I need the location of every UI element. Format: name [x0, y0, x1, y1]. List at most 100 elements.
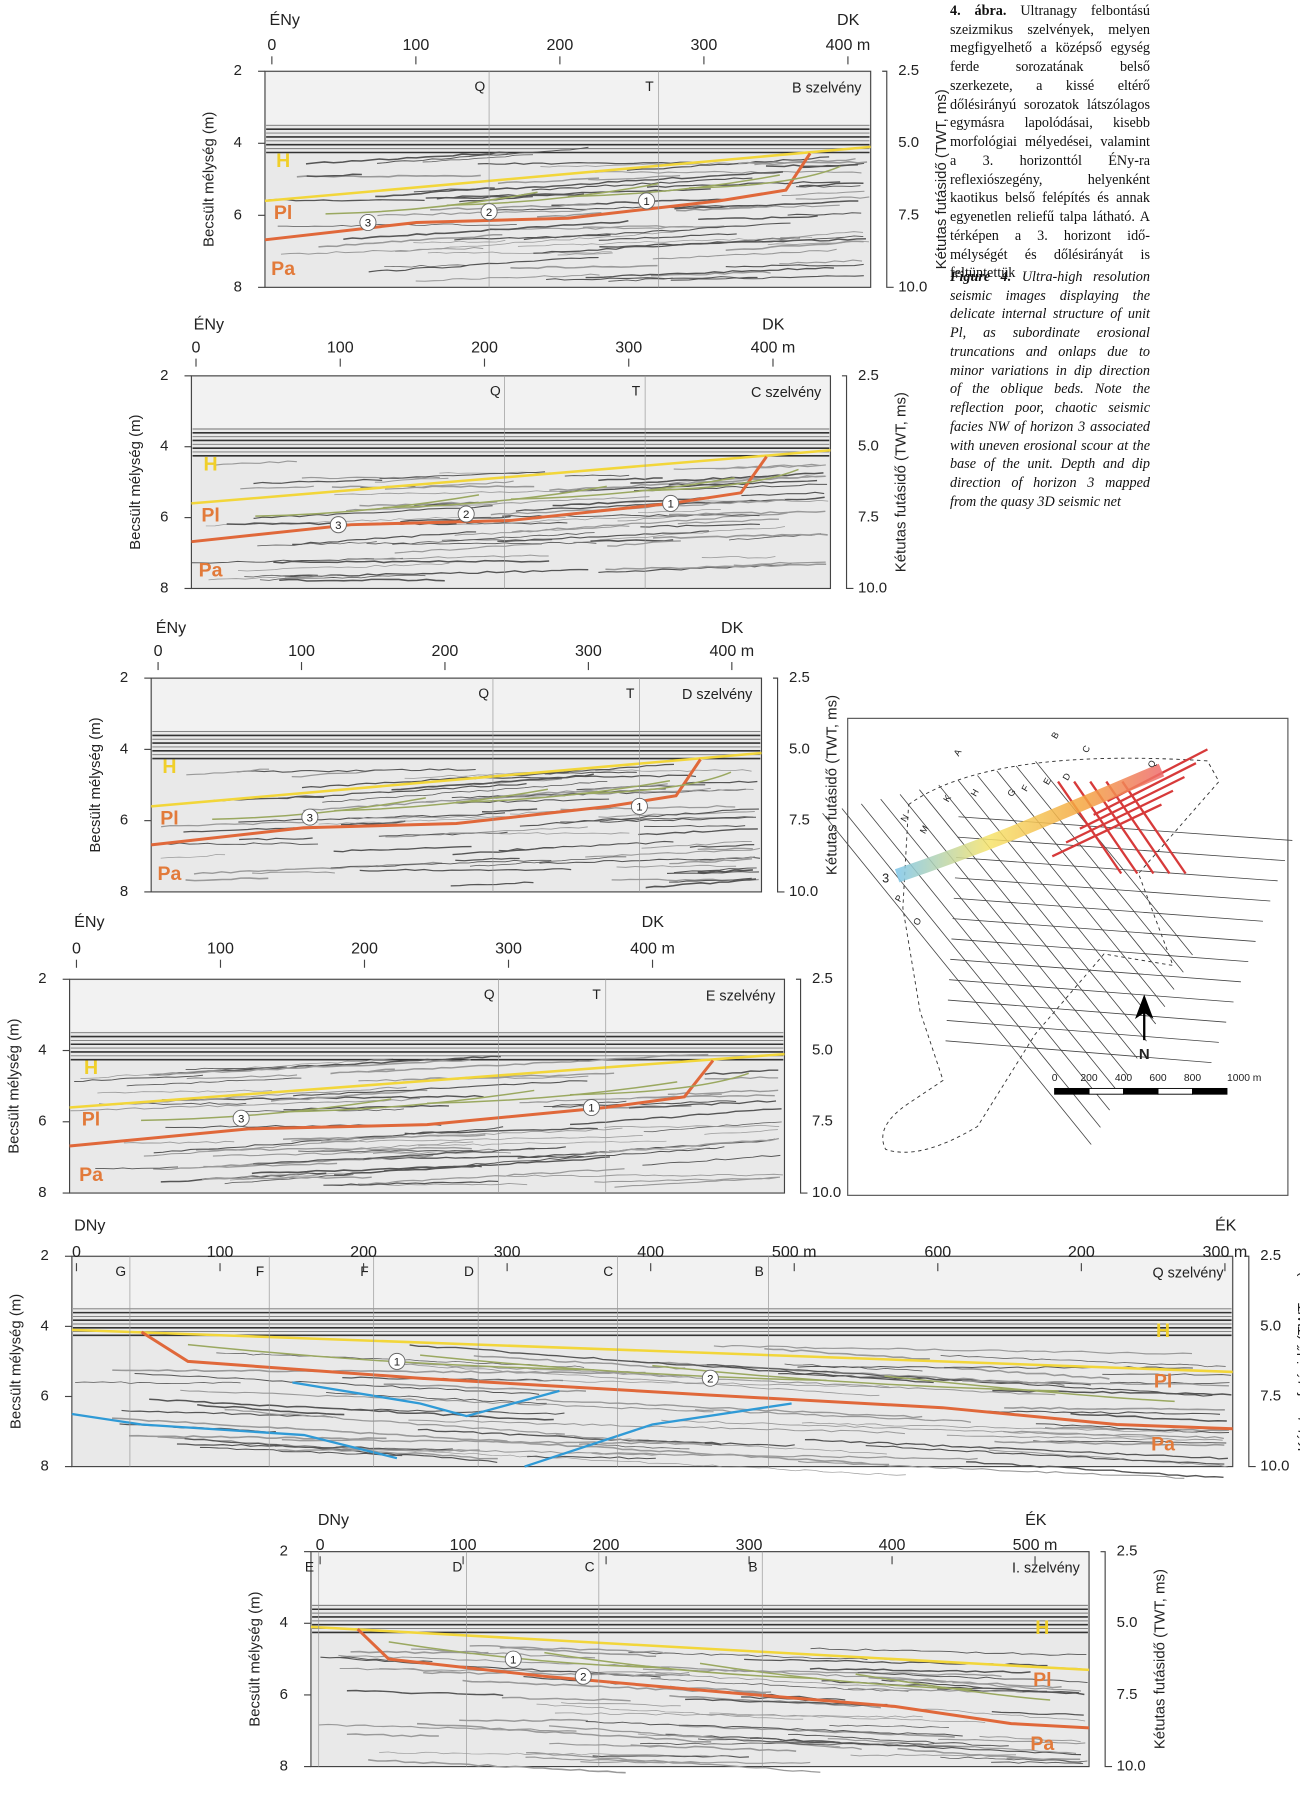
survey-track-highlight	[1093, 762, 1197, 816]
reflector	[214, 460, 297, 466]
track-label: H	[969, 787, 981, 798]
reflector	[527, 1455, 656, 1460]
x-tick-label: 300 m	[1203, 1243, 1248, 1261]
unit-label: Pa	[271, 258, 295, 280]
x-tick-label: 400	[879, 1536, 906, 1554]
reflector	[647, 181, 841, 188]
depth-axis-label: Becsült mélység (m)	[247, 1591, 264, 1726]
profile-name-box	[764, 75, 867, 99]
reflector	[384, 264, 468, 268]
track-label: M	[918, 824, 930, 836]
unit-label: H	[1035, 1617, 1049, 1639]
horizon-marker	[662, 494, 680, 512]
time-tick-label: 7.5	[789, 812, 810, 829]
horizon-top	[69, 1052, 785, 1109]
reflector	[661, 1419, 1158, 1439]
reflector	[402, 1072, 615, 1081]
reflector	[253, 1146, 566, 1165]
depth-tick-label: 6	[160, 509, 168, 526]
time-tick-label: 7.5	[812, 1113, 833, 1130]
scale-bar	[1192, 1087, 1228, 1095]
reflector	[570, 1108, 782, 1126]
reflector	[555, 1434, 713, 1446]
reflector	[588, 174, 681, 181]
reflector	[988, 1449, 1228, 1468]
crossing-label: G	[115, 1264, 126, 1279]
reflector	[259, 574, 426, 581]
depth-tick-label: 8	[41, 1458, 49, 1475]
reflector	[95, 1166, 179, 1170]
reflector	[268, 198, 425, 202]
direction-label: DK	[642, 913, 665, 931]
crossing-label: Q	[478, 686, 489, 701]
time-axis-label: Kétutas futásidő (TWT, ms)	[893, 392, 910, 572]
reflector	[346, 1733, 439, 1738]
internal-reflector	[284, 1089, 535, 1113]
reflector	[488, 171, 784, 191]
reflector	[349, 815, 525, 819]
reflector	[291, 1127, 623, 1142]
horizon-marker	[582, 1099, 600, 1117]
profile-name-box	[724, 380, 826, 404]
horizon-base	[69, 1059, 715, 1148]
x-tick-label: 100	[207, 1243, 234, 1261]
survey-track	[899, 794, 1129, 1076]
reflector	[599, 816, 757, 823]
survey-track	[861, 803, 1110, 1111]
internal-reflector	[567, 174, 780, 198]
unit-label: Pl	[1033, 1669, 1051, 1691]
reflector	[466, 1378, 890, 1388]
x-tick-label: 0	[72, 940, 81, 958]
time-tick-label: 7.5	[898, 206, 919, 223]
depth-tick-label: 6	[280, 1686, 288, 1703]
reflector	[160, 854, 226, 859]
reflector	[554, 1712, 923, 1718]
reflector	[809, 1667, 1031, 1674]
reflector	[338, 1654, 670, 1668]
horizon-number: 3	[307, 812, 313, 824]
x-tick-label: 500 m	[772, 1243, 817, 1261]
unit-label: Pl	[160, 807, 178, 829]
reflector	[445, 832, 630, 835]
internal-reflector	[544, 1651, 817, 1680]
survey-track	[977, 775, 1166, 1007]
reflector	[980, 1410, 1221, 1415]
reflector	[186, 1074, 298, 1080]
horizon-number: 1	[636, 802, 642, 814]
reflector	[697, 847, 753, 851]
reflector	[70, 1098, 420, 1112]
reflector	[318, 233, 503, 248]
reflector	[787, 212, 862, 216]
seismic-panel: Q T B szelvény H Pl Pa 1 2 3 ÉNy DK 0 100 200 300 400 m…	[201, 10, 950, 295]
reflector	[126, 1077, 302, 1087]
reflector	[252, 871, 335, 875]
reflector	[943, 1366, 1110, 1380]
reflector	[552, 497, 709, 507]
unit-label: Pl	[201, 504, 219, 526]
reflector	[277, 1448, 480, 1453]
x-tick-label: 100	[450, 1536, 477, 1554]
horizon-top	[151, 751, 762, 808]
horizon-base	[140, 1330, 1233, 1431]
reflector	[270, 1089, 428, 1102]
x-tick-label: 200	[471, 339, 498, 357]
depth-axis-label: Becsült mélység (m)	[8, 1294, 25, 1429]
reflector	[404, 1127, 598, 1135]
reflector	[544, 771, 637, 775]
direction-label: DK	[721, 619, 744, 637]
reflector	[592, 1754, 749, 1758]
horizon-top	[264, 145, 871, 203]
reflector	[112, 1417, 508, 1442]
time-tick-label: 2.5	[789, 669, 810, 686]
reflector	[1102, 1373, 1232, 1376]
profile-name: E szelvény	[706, 988, 776, 1004]
internal-reflector	[510, 477, 735, 500]
reflector	[497, 177, 600, 185]
internal-reflector	[388, 1641, 662, 1669]
reflector	[991, 1710, 1084, 1716]
horizon-marker	[457, 505, 475, 523]
horizon-base	[191, 455, 768, 544]
survey-track	[841, 808, 1101, 1128]
reflector	[857, 1672, 1088, 1684]
time-tick-label: 10.0	[1260, 1458, 1289, 1475]
